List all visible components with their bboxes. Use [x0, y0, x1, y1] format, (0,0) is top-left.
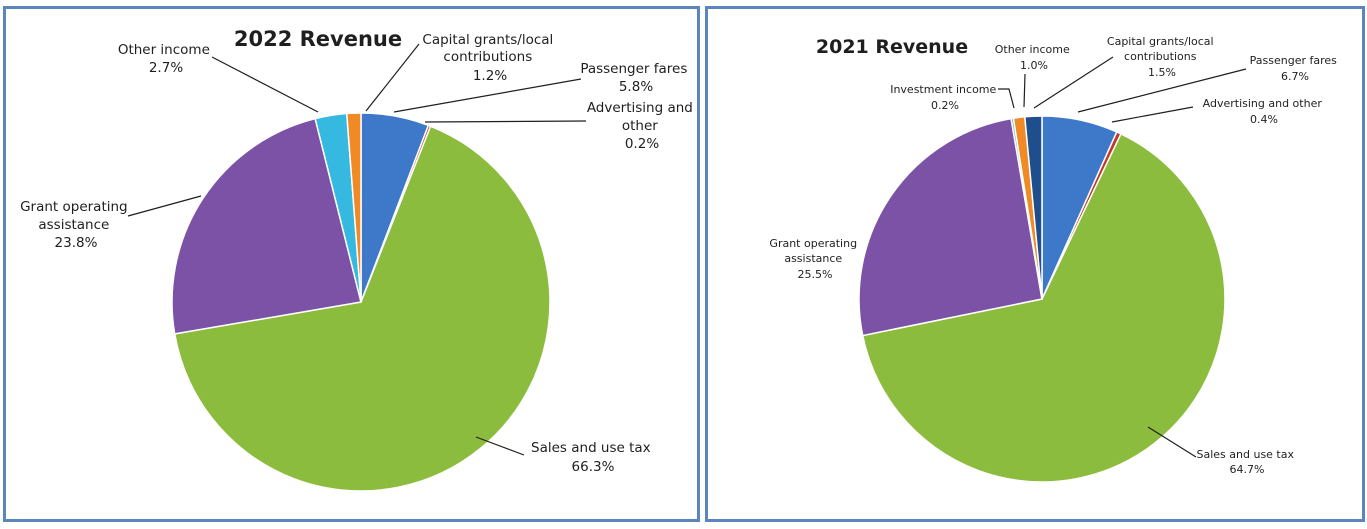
slice-label-other-income: Other income 2.7% — [118, 42, 214, 76]
leader-line-passenger-fares — [393, 78, 582, 113]
chart-panel-2021: 2021 Revenue Investment income 0.2% Othe… — [705, 6, 1365, 522]
pie-slice-sales-and-use-tax — [861, 133, 1226, 483]
leader-line-sales — [475, 436, 525, 456]
leader-line-capital-grants — [365, 43, 420, 112]
leader-lines — [127, 43, 587, 456]
leader-line-advertising — [1111, 106, 1194, 123]
pie-slices — [858, 115, 1226, 483]
chart-panel-2022: 2022 Revenue Other income 2.7% Capital g… — [3, 6, 700, 522]
slice-label-passenger-fares: Passenger fares 6.7% — [1250, 54, 1341, 83]
pie-chart-2022: 2022 Revenue Other income 2.7% Capital g… — [20, 27, 697, 492]
slice-label-capital-grants: Capital grants/local contributions 1.2% — [422, 32, 557, 84]
leader-line-passenger-fares — [1077, 68, 1247, 113]
pie-slice-capital-grants-local-contributions — [346, 112, 362, 303]
pie-slices — [171, 112, 551, 492]
leader-line-grant — [127, 195, 202, 217]
pie-chart-2021: 2021 Revenue Investment income 0.2% Othe… — [769, 35, 1341, 483]
leader-line-capital-grants — [1033, 56, 1114, 109]
pie-slice-grant-operating-assistance — [858, 117, 1043, 337]
pie-slice-grant-operating-assistance — [171, 117, 362, 335]
leader-lines — [998, 56, 1247, 458]
slice-label-passenger-fares: Passenger fares 5.8% — [580, 61, 691, 95]
leader-line-investment — [998, 88, 1015, 109]
pie-slice-sales-and-use-tax — [173, 125, 551, 492]
chart-title: 2021 Revenue — [816, 36, 968, 58]
leader-line-sales — [1147, 426, 1197, 458]
slice-label-grant: Grant operating assistance 23.8% — [20, 199, 132, 251]
slice-label-other-income: Other income 1.0% — [995, 43, 1074, 72]
leader-line-advertising — [424, 120, 587, 123]
chart-title: 2022 Revenue — [234, 27, 402, 51]
slice-label-sales: Sales and use tax 64.7% — [1197, 448, 1298, 476]
slice-label-investment: Investment income 0.2% — [890, 83, 1000, 112]
leader-line-other-income — [1023, 73, 1026, 108]
slice-label-sales: Sales and use tax 66.3% — [531, 440, 655, 475]
slice-label-capital-grants: Capital grants/local contributions 1.5% — [1107, 35, 1217, 79]
leader-line-other-income — [211, 56, 319, 113]
slice-label-grant: Grant operating assistance 25.5% — [769, 237, 860, 281]
pie-slice-capital-grants-local-contributions — [1024, 115, 1043, 300]
slice-label-advertising: Advertising and other 0.4% — [1203, 97, 1326, 126]
slice-label-advertising: Advertising and other 0.2% — [587, 100, 697, 152]
